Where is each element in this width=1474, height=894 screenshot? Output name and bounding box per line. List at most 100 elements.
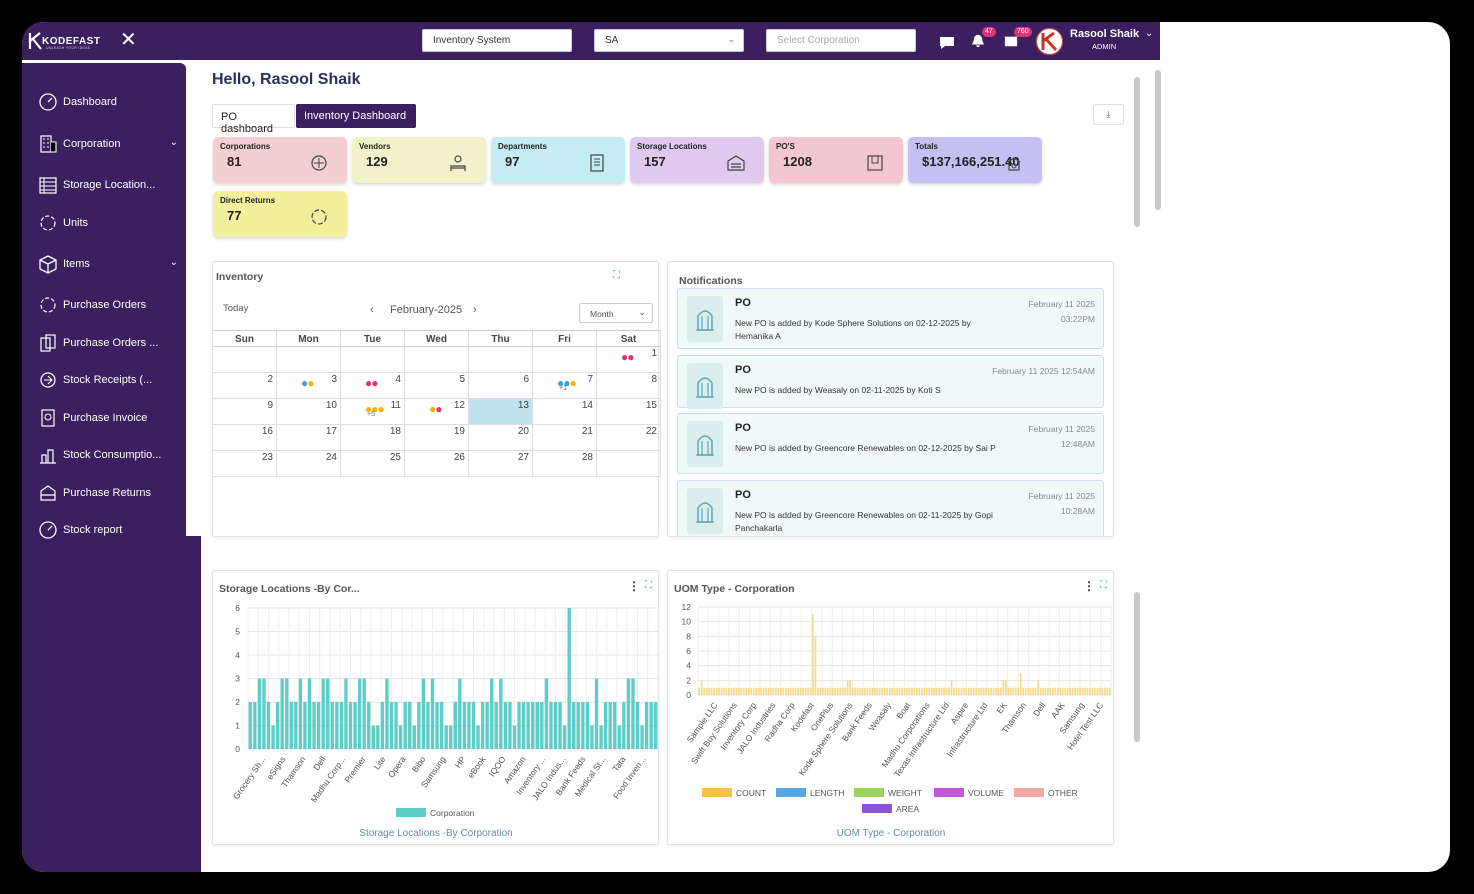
bar[interactable] (435, 702, 439, 749)
calendar-day-cell[interactable] (341, 347, 405, 373)
bar[interactable] (1081, 687, 1084, 695)
bar[interactable] (859, 687, 861, 695)
bar[interactable] (458, 678, 462, 750)
bar[interactable] (1017, 687, 1020, 695)
bar[interactable] (745, 687, 748, 695)
stat-card-pos[interactable]: PO'S 1208 (769, 137, 903, 183)
bar[interactable] (955, 687, 958, 695)
bar[interactable] (1014, 687, 1017, 695)
bar[interactable] (854, 687, 856, 695)
calendar-day-cell[interactable]: 10 (277, 399, 341, 425)
bar[interactable] (649, 702, 653, 749)
bar[interactable] (923, 687, 926, 695)
stat-card-corporations[interactable]: Corporations 81 (213, 137, 347, 183)
bar[interactable] (1084, 687, 1086, 695)
sidebar-item-purchase-orders[interactable]: Purchase Orders (38, 294, 178, 316)
bar[interactable] (640, 725, 644, 750)
bar[interactable] (1096, 687, 1099, 695)
bar[interactable] (757, 687, 760, 695)
calendar-day-cell[interactable] (277, 347, 341, 373)
bar[interactable] (856, 687, 859, 695)
bar[interactable] (262, 678, 266, 750)
bar[interactable] (321, 678, 325, 750)
bar[interactable] (339, 702, 344, 749)
today-button[interactable]: Today (223, 303, 249, 314)
bar[interactable] (750, 687, 753, 695)
calendar-day-cell[interactable]: 5 (405, 373, 469, 399)
bar[interactable] (925, 687, 928, 695)
expand-icon[interactable]: ⛶ (645, 580, 652, 591)
bar[interactable] (371, 725, 375, 750)
bar[interactable] (985, 687, 987, 695)
download-button[interactable]: ⤓ (1093, 104, 1124, 125)
bar[interactable] (733, 687, 735, 695)
sidebar-item-units[interactable]: Units (38, 212, 178, 234)
bar[interactable] (883, 687, 886, 695)
event-dots[interactable]: ●● (365, 376, 379, 390)
bar[interactable] (572, 702, 576, 749)
bar[interactable] (965, 687, 968, 695)
bar[interactable] (705, 687, 708, 695)
bar[interactable] (822, 687, 824, 695)
chevron-down-icon[interactable]: ⌄ (169, 137, 178, 148)
bar[interactable] (846, 680, 849, 695)
kebab-menu-icon[interactable]: ⋮ (1083, 579, 1095, 593)
bar[interactable] (901, 687, 903, 695)
bar[interactable] (1024, 687, 1027, 695)
bar[interactable] (594, 678, 599, 750)
bar[interactable] (476, 725, 480, 750)
bar[interactable] (918, 687, 921, 695)
bar[interactable] (871, 687, 874, 695)
bar[interactable] (285, 678, 289, 750)
bar[interactable] (767, 687, 770, 695)
bar[interactable] (703, 687, 706, 695)
bar[interactable] (1064, 687, 1067, 695)
legend-label[interactable]: AREA (896, 804, 919, 814)
bar[interactable] (1106, 687, 1109, 695)
bar[interactable] (562, 725, 567, 750)
bar[interactable] (280, 678, 284, 750)
bar[interactable] (1044, 687, 1047, 695)
bar[interactable] (398, 725, 403, 750)
bar[interactable] (453, 702, 457, 749)
expand-icon[interactable]: ⛶ (1100, 580, 1107, 591)
bar[interactable] (271, 725, 275, 750)
bar[interactable] (876, 687, 879, 695)
more-events-link[interactable]: +5 (367, 411, 375, 418)
bar[interactable] (747, 687, 750, 695)
bar[interactable] (784, 687, 787, 695)
bar[interactable] (1047, 687, 1049, 695)
legend-label[interactable]: OTHER (1048, 788, 1078, 798)
tab-po-dashboard[interactable]: PO dashboard (212, 104, 295, 135)
bar[interactable] (797, 687, 799, 695)
bar[interactable] (864, 687, 866, 695)
calendar-day-cell[interactable]: 26 (405, 451, 469, 477)
calendar-day-cell[interactable]: 14 (533, 399, 597, 425)
event-dots[interactable]: ●● (621, 350, 635, 364)
bell-icon[interactable] (970, 34, 986, 48)
bar[interactable] (911, 687, 913, 695)
bar[interactable] (499, 678, 503, 750)
bar[interactable] (799, 687, 802, 695)
bar[interactable] (1005, 680, 1007, 695)
bar[interactable] (517, 702, 521, 749)
bar[interactable] (723, 687, 725, 695)
bar[interactable] (531, 702, 535, 749)
bar[interactable] (794, 687, 797, 695)
sidebar-item-purchase-invoice[interactable]: Purchase Invoice (38, 407, 178, 429)
bar[interactable] (389, 702, 394, 749)
bar[interactable] (839, 687, 842, 695)
sidebar-item-dashboard[interactable]: Dashboard (38, 91, 178, 113)
bar[interactable] (275, 702, 280, 749)
company-select[interactable]: SA ⌄ (594, 29, 744, 52)
notification-item[interactable]: PO February 11 2025 10:28AM New PO is added… (677, 480, 1104, 536)
bar[interactable] (878, 687, 881, 695)
sidebar-item-corporation[interactable]: Corporation ⌄ (38, 133, 178, 155)
bar[interactable] (770, 687, 772, 695)
bar[interactable] (567, 608, 571, 749)
event-dots[interactable]: ●● (429, 402, 443, 416)
bar[interactable] (367, 702, 371, 749)
calendar-day-cell[interactable] (597, 451, 661, 477)
bar[interactable] (521, 702, 526, 749)
bar[interactable] (960, 687, 963, 695)
